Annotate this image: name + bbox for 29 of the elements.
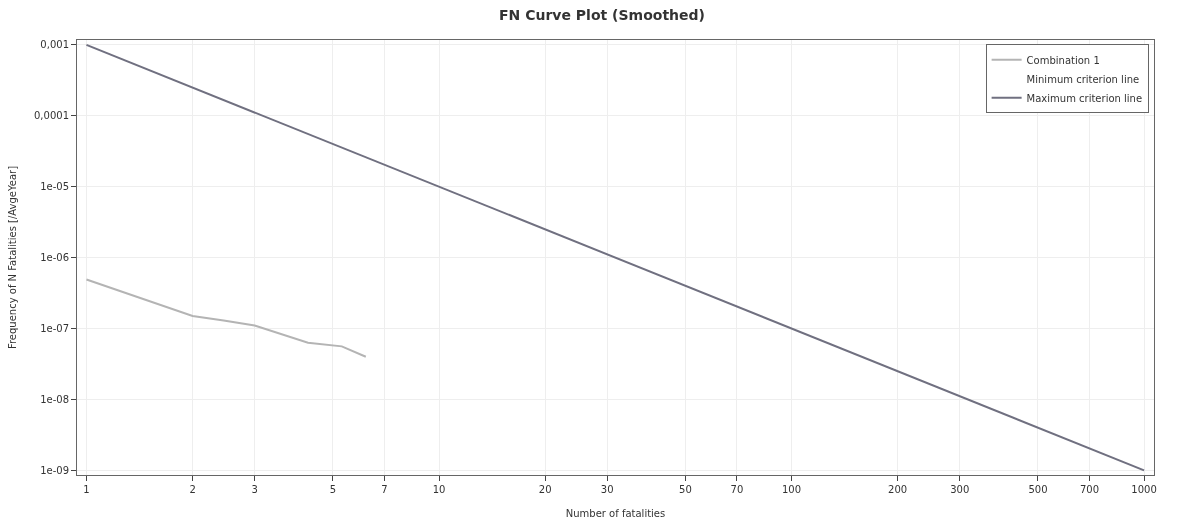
y-tick-label: 1e-05: [40, 181, 69, 193]
y-tick-label: 1e-08: [40, 393, 69, 405]
x-tick-label: 50: [679, 484, 692, 495]
text: Minimum criterion line: [1026, 73, 1140, 85]
x-axis-title: Number of fatalities: [565, 507, 666, 519]
x-tick-label: 3: [251, 484, 258, 495]
y-tick-label: 1e-07: [40, 323, 69, 335]
x-tick-label: 30: [600, 484, 614, 495]
chart-title: FN Curve Plot (Smoothed): [499, 7, 705, 23]
x-tick-label: 5: [329, 484, 337, 495]
x-tick-label: 1: [83, 484, 90, 495]
x-tick-label: 200: [888, 484, 908, 495]
x-tick-label: 10: [432, 484, 446, 495]
x-tick-label: 300: [950, 484, 970, 495]
x-tick-label: 2: [189, 484, 196, 495]
y-tick-label: 0,0001: [34, 110, 69, 122]
x-tick-label: 100: [781, 484, 802, 495]
x-tick-label: 1000: [1131, 484, 1157, 495]
x-tick-label: 20: [538, 484, 552, 495]
y-tick-label: 1e-09: [40, 464, 69, 476]
y-tick-label: 1e-06: [40, 252, 69, 264]
legend-label: Maximum criterion line: [1026, 92, 1143, 104]
legend-label: Combination 1: [1026, 54, 1100, 66]
x-tick-label: 700: [1079, 484, 1100, 495]
x-tick-label: 70: [730, 484, 744, 495]
x-tick-label: 500: [1028, 484, 1048, 495]
y-axis-title: Frequency of N Fatalities [/AvgeYear]: [7, 165, 18, 350]
x-tick-label: 7: [381, 484, 388, 495]
y-tick-label: 0,001: [40, 39, 69, 51]
